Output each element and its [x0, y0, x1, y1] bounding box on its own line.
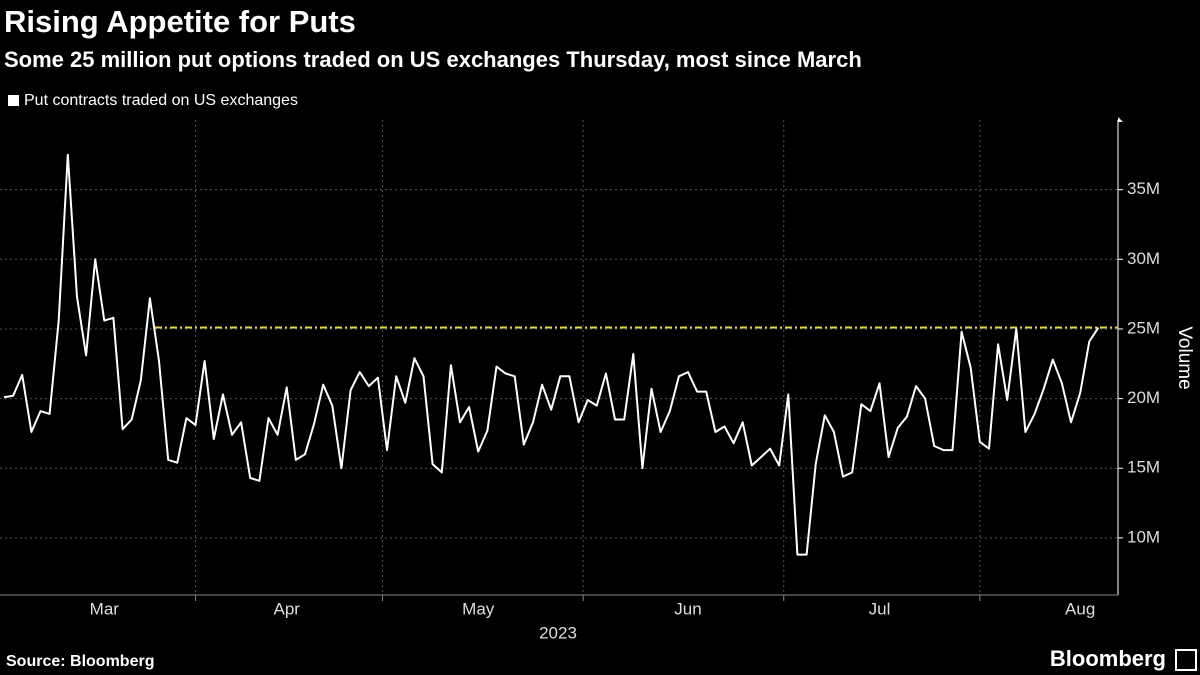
line-series	[3, 153, 1100, 556]
y-tick-label: 35M	[1127, 179, 1160, 198]
y-tick-label: 10M	[1127, 527, 1160, 546]
chart-subtitle: Some 25 million put options traded on US…	[4, 47, 862, 72]
x-tick-label: Jul	[869, 599, 891, 618]
logo: Bloomberg	[1050, 646, 1166, 671]
y-tick-label: 30M	[1127, 249, 1160, 268]
logo-icon	[1175, 649, 1197, 671]
axis-arrow	[1118, 117, 1123, 122]
x-axis-label: 2023	[539, 623, 577, 642]
y-tick-label: 15M	[1127, 458, 1160, 477]
legend-label: Put contracts traded on US exchanges	[24, 92, 298, 109]
x-tick-label: Mar	[90, 599, 120, 618]
y-tick-label: 25M	[1127, 318, 1160, 337]
x-tick-label: Apr	[273, 599, 300, 618]
source: Source: Bloomberg	[6, 653, 154, 670]
chart-title: Rising Appetite for Puts	[4, 4, 356, 39]
y-tick-label: 20M	[1127, 388, 1160, 407]
x-tick-label: Aug	[1065, 599, 1095, 618]
x-tick-label: Jun	[674, 599, 701, 618]
y-axis-label: Volume	[1174, 326, 1195, 389]
legend-swatch	[8, 95, 19, 106]
x-tick-label: May	[462, 599, 495, 618]
